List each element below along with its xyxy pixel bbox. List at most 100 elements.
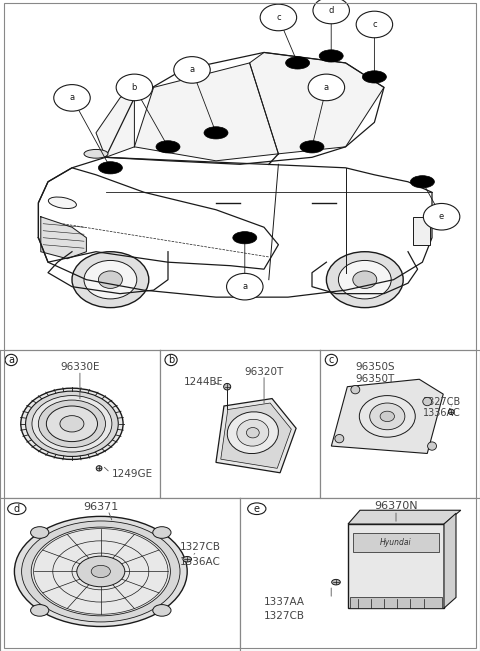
Ellipse shape — [98, 161, 122, 174]
Circle shape — [84, 260, 137, 299]
Ellipse shape — [84, 150, 108, 158]
Text: 1337AA: 1337AA — [264, 597, 305, 607]
Text: 96320T: 96320T — [244, 367, 284, 377]
Circle shape — [31, 527, 49, 538]
Text: 1336AC: 1336AC — [423, 408, 461, 419]
Ellipse shape — [300, 141, 324, 153]
Text: 1249GE: 1249GE — [112, 469, 153, 479]
Circle shape — [8, 503, 26, 514]
Polygon shape — [250, 53, 384, 154]
Circle shape — [96, 465, 102, 471]
Text: 96350T: 96350T — [355, 374, 395, 384]
Polygon shape — [331, 380, 443, 454]
Text: d: d — [328, 6, 334, 15]
Bar — [353, 533, 439, 551]
Ellipse shape — [362, 71, 386, 83]
Ellipse shape — [156, 141, 180, 153]
Bar — [350, 598, 442, 608]
Ellipse shape — [410, 176, 434, 188]
Circle shape — [227, 273, 263, 300]
Ellipse shape — [25, 391, 118, 456]
Ellipse shape — [360, 396, 415, 437]
Text: c: c — [329, 355, 334, 365]
Ellipse shape — [60, 415, 84, 432]
Text: e: e — [439, 212, 444, 221]
Text: c: c — [372, 20, 377, 29]
Text: b: b — [132, 83, 137, 92]
Text: 96371: 96371 — [83, 502, 119, 512]
Circle shape — [183, 557, 192, 562]
Text: Hyundai: Hyundai — [380, 538, 412, 547]
Circle shape — [335, 434, 344, 443]
Ellipse shape — [47, 406, 97, 441]
Ellipse shape — [246, 428, 259, 438]
Polygon shape — [38, 168, 278, 269]
Ellipse shape — [21, 388, 123, 460]
Circle shape — [72, 252, 149, 308]
Ellipse shape — [91, 565, 110, 577]
Ellipse shape — [48, 197, 76, 208]
Circle shape — [313, 0, 349, 24]
Circle shape — [356, 11, 393, 38]
Circle shape — [224, 383, 231, 390]
Circle shape — [423, 397, 432, 406]
Ellipse shape — [204, 127, 228, 139]
Circle shape — [326, 252, 403, 308]
Ellipse shape — [286, 57, 310, 69]
Ellipse shape — [370, 403, 405, 430]
Polygon shape — [221, 403, 291, 468]
Circle shape — [174, 57, 210, 83]
Circle shape — [338, 260, 391, 299]
Ellipse shape — [32, 396, 112, 452]
Ellipse shape — [233, 232, 257, 244]
Circle shape — [153, 527, 171, 538]
Circle shape — [423, 204, 460, 230]
Circle shape — [165, 354, 177, 366]
Text: 1336AC: 1336AC — [180, 557, 221, 567]
Polygon shape — [96, 87, 134, 158]
Circle shape — [428, 442, 436, 450]
Circle shape — [353, 271, 377, 288]
Ellipse shape — [38, 400, 106, 447]
Circle shape — [5, 354, 17, 366]
Polygon shape — [216, 398, 296, 473]
Ellipse shape — [31, 527, 170, 616]
Text: e: e — [254, 504, 260, 514]
Text: 1244BF: 1244BF — [184, 377, 223, 387]
Text: 96330E: 96330E — [60, 363, 100, 372]
Polygon shape — [106, 53, 384, 164]
Circle shape — [31, 605, 49, 616]
Polygon shape — [444, 513, 456, 608]
Ellipse shape — [22, 521, 180, 622]
Text: 1327CB: 1327CB — [422, 396, 461, 406]
Circle shape — [448, 409, 454, 415]
Polygon shape — [41, 217, 86, 258]
Bar — [413, 217, 430, 245]
Text: 96370N: 96370N — [374, 501, 418, 510]
Text: d: d — [14, 504, 20, 514]
Ellipse shape — [77, 556, 125, 587]
Circle shape — [54, 85, 90, 111]
Circle shape — [98, 271, 122, 288]
Polygon shape — [134, 63, 278, 161]
Ellipse shape — [380, 411, 395, 422]
Text: a: a — [70, 93, 74, 102]
Text: 96350S: 96350S — [355, 363, 395, 372]
Text: 1327CB: 1327CB — [180, 542, 221, 552]
Ellipse shape — [319, 50, 343, 62]
Text: b: b — [168, 355, 174, 365]
Ellipse shape — [227, 412, 278, 454]
Ellipse shape — [237, 419, 269, 446]
Text: a: a — [190, 65, 194, 74]
Circle shape — [248, 503, 266, 514]
Text: 1327CB: 1327CB — [264, 611, 305, 621]
Ellipse shape — [14, 516, 187, 626]
Bar — [348, 524, 444, 608]
Polygon shape — [38, 158, 432, 297]
Text: c: c — [276, 13, 281, 22]
Circle shape — [260, 4, 297, 31]
Circle shape — [153, 605, 171, 616]
Circle shape — [325, 354, 337, 366]
Text: a: a — [242, 282, 247, 291]
Circle shape — [308, 74, 345, 101]
